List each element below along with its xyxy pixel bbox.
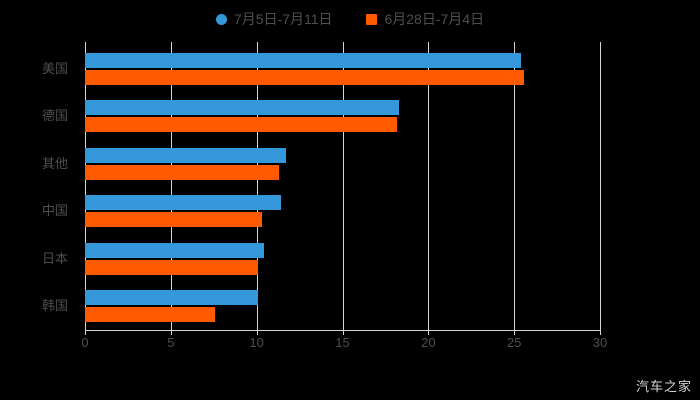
y-axis-tick-label-4: 日本	[41, 250, 68, 266]
bar-group	[85, 290, 600, 323]
bar[interactable]	[85, 307, 216, 323]
bar[interactable]	[85, 100, 400, 116]
x-axis-tick-label-4: 20	[421, 335, 436, 350]
bar-group	[85, 100, 600, 133]
bar-group	[85, 52, 600, 85]
bar[interactable]	[85, 259, 259, 275]
legend-item-series-1[interactable]: 6月28日-7月4日	[366, 12, 484, 26]
legend-label-series-1: 6月28日-7月4日	[384, 11, 485, 27]
bar-group	[85, 195, 600, 228]
x-axis-tick-label-5: 25	[506, 335, 522, 350]
x-axis-tick-mark-3	[342, 330, 344, 335]
y-axis-tick-label-3: 中国	[41, 203, 68, 219]
x-axis-tick-label-1: 5	[167, 335, 175, 350]
y-axis-tick-label-1: 德国	[41, 108, 68, 124]
gridline-2	[256, 42, 258, 330]
bar[interactable]	[85, 164, 279, 180]
legend-label-series-0: 7月5日-7月11日	[233, 11, 333, 27]
bar[interactable]	[85, 290, 259, 306]
chart-legend: 7月5日-7月11日 6月28日-7月4日	[0, 6, 700, 32]
gridline-5	[514, 42, 516, 330]
legend-square-icon	[366, 13, 378, 25]
x-axis-tick-label-0: 0	[81, 335, 89, 350]
x-axis-tick-mark-0	[85, 330, 86, 335]
legend-circle-icon	[215, 13, 227, 25]
y-axis-tick-labels: 美国 德国 其他 中国 日本 韩国	[0, 45, 78, 330]
gridline-3	[342, 42, 344, 330]
gridline-4	[428, 42, 430, 330]
bar[interactable]	[85, 242, 264, 258]
bar[interactable]	[85, 52, 522, 68]
x-axis-tick-mark-2	[256, 330, 258, 335]
x-axis-tick-labels: 0 5 10 15 20 25 30	[81, 330, 608, 356]
x-axis-tick-label-3: 15	[335, 335, 350, 350]
x-axis-tick-mark-5	[514, 330, 516, 335]
bar-group	[85, 147, 600, 180]
y-axis-tick-label-5: 韩国	[41, 298, 68, 314]
bar[interactable]	[85, 195, 281, 211]
bar[interactable]	[85, 147, 286, 163]
plot-area	[85, 42, 601, 331]
x-axis-tick-mark-4	[428, 330, 430, 335]
gridline-1	[170, 42, 172, 330]
bar[interactable]	[85, 212, 262, 228]
watermark: 汽车之家	[635, 379, 692, 394]
bar[interactable]	[85, 69, 525, 85]
y-axis-tick-label-2: 其他	[41, 155, 68, 171]
legend-item-series-0[interactable]: 7月5日-7月11日	[215, 11, 333, 27]
bar-group	[85, 242, 600, 275]
x-axis-tick-label-6: 30	[592, 335, 608, 350]
bar[interactable]	[85, 117, 398, 133]
bar-rows	[85, 45, 600, 330]
x-axis-tick-label-2: 10	[249, 335, 264, 350]
gridline-6	[600, 42, 601, 330]
gridline-0	[85, 42, 86, 330]
x-axis-tick-mark-1	[170, 330, 172, 335]
x-axis-tick-mark-6	[600, 330, 601, 335]
y-axis-tick-label-0: 美国	[41, 60, 68, 76]
